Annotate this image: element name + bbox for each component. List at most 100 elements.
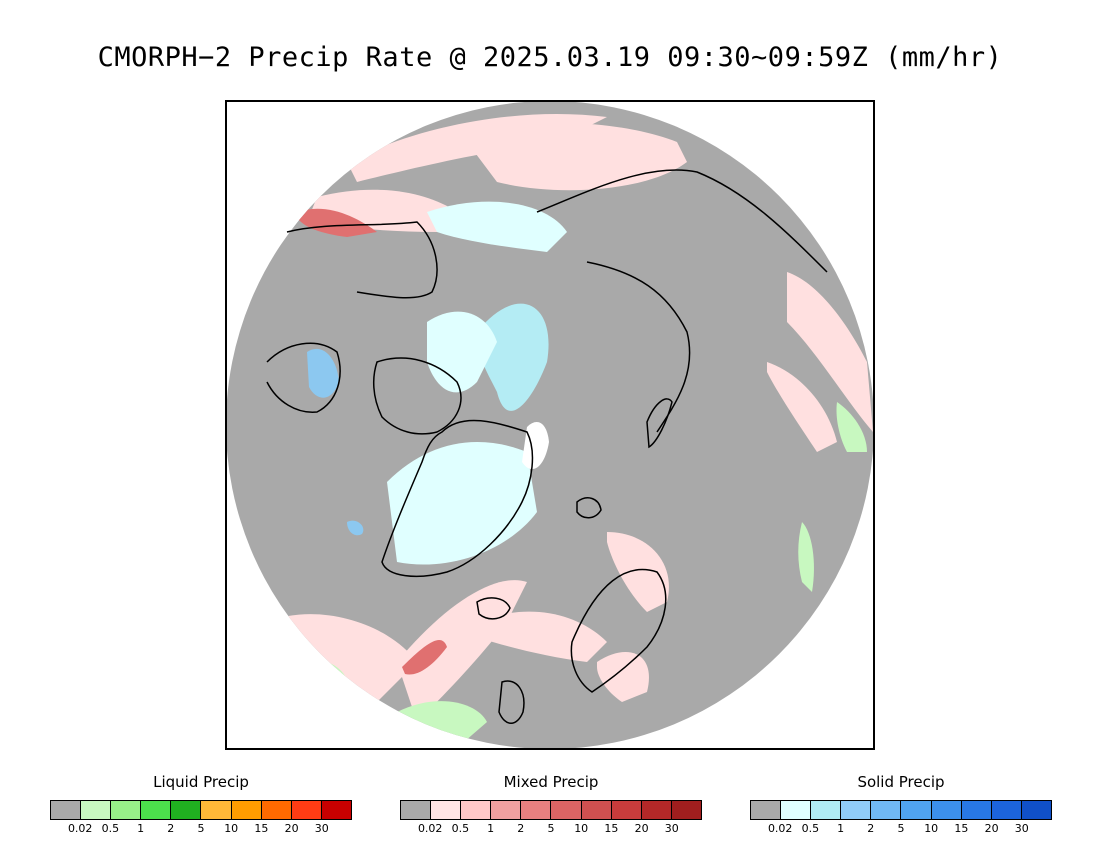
legend-swatch bbox=[401, 801, 432, 819]
legend-tick-label: 20 bbox=[984, 822, 999, 835]
precip-region-mixed-north-atlantic bbox=[397, 580, 527, 722]
legend-swatch bbox=[431, 801, 462, 819]
legend-swatch bbox=[871, 801, 902, 819]
legend-swatch bbox=[521, 801, 552, 819]
precip-region-snow-hudson bbox=[307, 348, 339, 398]
legend-swatch bbox=[491, 801, 522, 819]
precip-region-heavy-mixed-alaska bbox=[297, 208, 377, 237]
polar-map-canvas bbox=[227, 102, 873, 748]
legend-tick-label: 0.5 bbox=[451, 822, 470, 835]
legend-swatch bbox=[171, 801, 202, 819]
coastline-siberia bbox=[536, 169, 828, 273]
legend-swatch bbox=[991, 801, 1022, 819]
legend-swatch bbox=[261, 801, 292, 819]
precip-region-snow-labrador bbox=[347, 520, 364, 536]
legend-title-liquid: Liquid Precip bbox=[153, 773, 249, 791]
legend-tick-label: 0.02 bbox=[767, 822, 793, 835]
legend-tick-label: 20 bbox=[634, 822, 649, 835]
legend-swatch bbox=[111, 801, 142, 819]
legend-tick-label: 0.5 bbox=[801, 822, 820, 835]
legend-title-mixed: Mixed Precip bbox=[503, 773, 599, 791]
legend-swatch bbox=[611, 801, 642, 819]
legend-swatch bbox=[901, 801, 932, 819]
precip-region-light-snow-north bbox=[427, 201, 567, 252]
legend-tick-label: 1 bbox=[137, 822, 145, 835]
legend-swatch bbox=[811, 801, 842, 819]
legend-swatch bbox=[781, 801, 812, 819]
precip-region-mixed-east-2 bbox=[767, 362, 837, 452]
legend-swatch bbox=[321, 801, 351, 819]
legend-swatch bbox=[231, 801, 262, 819]
precip-region-mixed-east bbox=[787, 272, 873, 432]
legend-swatch bbox=[641, 801, 672, 819]
legend-swatch bbox=[751, 801, 782, 819]
legend-tick-label: 1 bbox=[837, 822, 845, 835]
legend-tick-label: 2 bbox=[517, 822, 525, 835]
legend-swatch bbox=[81, 801, 112, 819]
legend-swatch bbox=[461, 801, 492, 819]
legend-tick-label: 0.5 bbox=[101, 822, 120, 835]
legend-tick-label: 1 bbox=[487, 822, 495, 835]
precip-region-mixed-top bbox=[347, 114, 607, 182]
legend-tick-label: 15 bbox=[604, 822, 619, 835]
projection-disc bbox=[227, 102, 873, 748]
precip-region-snow-arctic bbox=[476, 303, 549, 411]
precip-region-heavy-mixed-atlantic bbox=[402, 639, 447, 675]
coastline-svalbard bbox=[576, 497, 602, 519]
precip-region-rain-east-edge bbox=[836, 402, 867, 452]
precip-region-mixed-iceland bbox=[477, 611, 607, 662]
precip-region-mixed-scandinavia bbox=[597, 652, 649, 702]
legend-tick-label: 5 bbox=[897, 822, 905, 835]
precip-region-rain-southeast-edge bbox=[798, 522, 814, 592]
legend-swatch bbox=[551, 801, 582, 819]
legend-tick-label: 2 bbox=[167, 822, 175, 835]
coastline-canadian-archipelago bbox=[372, 357, 462, 435]
coastline-british-isles bbox=[498, 680, 525, 724]
legend-swatch bbox=[201, 801, 232, 819]
legend-colorbar-liquid bbox=[50, 800, 352, 820]
legend-ticks-liquid: 0.02 0.5 1 2 5 10 15 20 30 bbox=[50, 822, 352, 836]
legend-tick-label: 10 bbox=[224, 822, 239, 835]
legend-colorbar-solid bbox=[750, 800, 1052, 820]
precip-region-mixed-west-shelf bbox=[267, 614, 417, 702]
legend-swatch bbox=[141, 801, 172, 819]
coastline-novaya-zemlya bbox=[646, 398, 673, 449]
legend-tick-label: 30 bbox=[1014, 822, 1029, 835]
legend-swatch bbox=[671, 801, 701, 819]
legend-ticks-solid: 0.02 0.5 1 2 5 10 15 20 30 bbox=[750, 822, 1052, 836]
coastline-iceland bbox=[476, 597, 511, 620]
legend-swatch bbox=[581, 801, 612, 819]
legend-swatch bbox=[291, 801, 322, 819]
legend-tick-label: 30 bbox=[314, 822, 329, 835]
legend-swatch bbox=[961, 801, 992, 819]
legend-tick-label: 20 bbox=[284, 822, 299, 835]
legend-solid-precip: Solid Precip 0.02 0.5 1 2 5 10 15 20 30 bbox=[750, 772, 1052, 836]
legend-tick-label: 0.02 bbox=[417, 822, 443, 835]
legend-liquid-precip: Liquid Precip 0.02 0.5 1 2 5 10 15 20 30 bbox=[50, 772, 352, 836]
map-title: CMORPH−2 Precip Rate @ 2025.03.19 09:30~… bbox=[97, 42, 1003, 73]
legend-tick-label: 10 bbox=[924, 822, 939, 835]
legend-swatch bbox=[931, 801, 962, 819]
coastline-russia-north bbox=[586, 261, 691, 433]
legend-tick-label: 5 bbox=[197, 822, 205, 835]
legend-tick-label: 10 bbox=[574, 822, 589, 835]
legend-swatch bbox=[1021, 801, 1051, 819]
legend-swatch bbox=[51, 801, 82, 819]
precip-region-mixed-europe bbox=[607, 532, 669, 612]
legend-tick-label: 5 bbox=[547, 822, 555, 835]
coastline-alaska bbox=[286, 221, 438, 299]
coastline-greenland bbox=[381, 419, 534, 578]
legend-colorbar-mixed bbox=[400, 800, 702, 820]
legend-tick-label: 2 bbox=[867, 822, 875, 835]
legend-mixed-precip: Mixed Precip 0.02 0.5 1 2 5 10 15 20 30 bbox=[400, 772, 702, 836]
coastline-scandinavia bbox=[570, 568, 667, 693]
legend-tick-label: 15 bbox=[254, 822, 269, 835]
data-gap-pole bbox=[522, 422, 549, 470]
coastline-hudson-bay bbox=[266, 342, 341, 413]
legend-swatch bbox=[841, 801, 872, 819]
polar-map bbox=[225, 100, 875, 750]
legend-tick-label: 30 bbox=[664, 822, 679, 835]
legend-tick-label: 15 bbox=[954, 822, 969, 835]
legend-tick-label: 0.02 bbox=[67, 822, 93, 835]
legend-ticks-mixed: 0.02 0.5 1 2 5 10 15 20 30 bbox=[400, 822, 702, 836]
